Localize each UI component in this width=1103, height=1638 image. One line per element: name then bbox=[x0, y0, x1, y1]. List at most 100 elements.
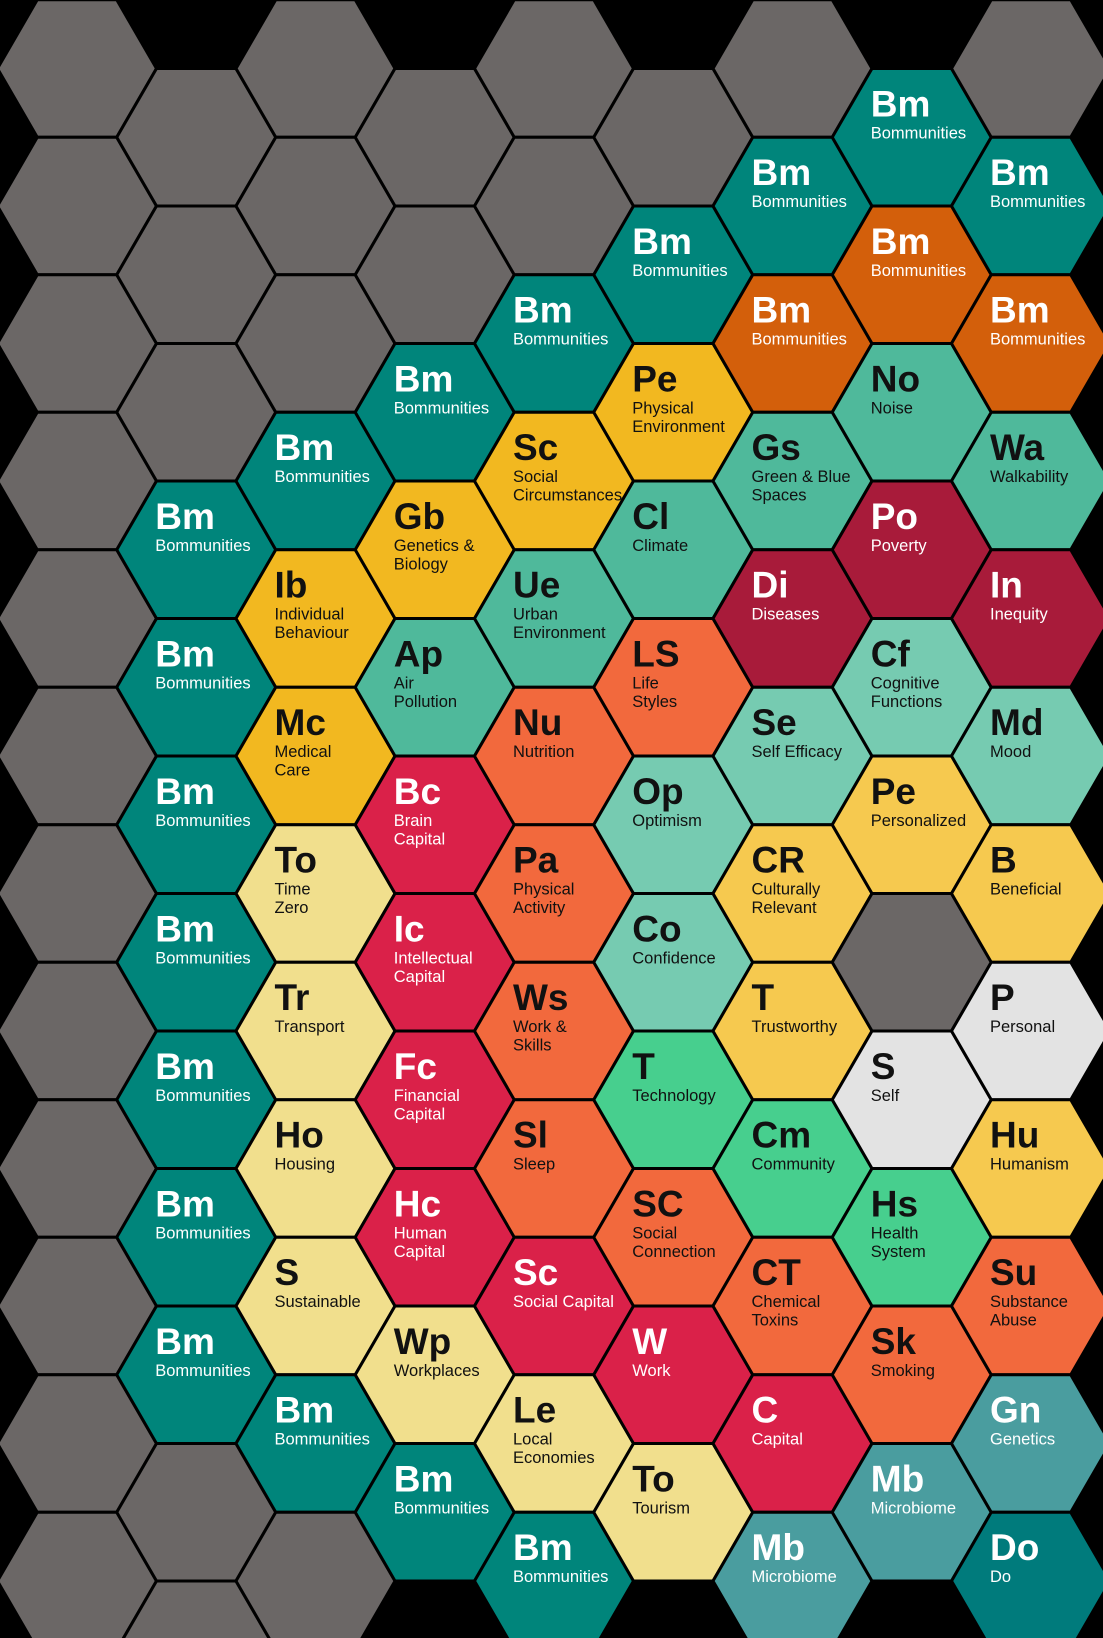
element-name: Green & Blue bbox=[752, 468, 851, 486]
element-symbol: Cl bbox=[632, 496, 669, 537]
element-name: Inequity bbox=[990, 606, 1049, 624]
element-name: Zero bbox=[275, 899, 309, 917]
element-name: Bommunities bbox=[752, 331, 847, 349]
element-name: Personalized bbox=[871, 812, 966, 830]
element-name: Individual bbox=[275, 606, 345, 624]
element-name: Bommunities bbox=[155, 1224, 250, 1242]
element-name: Bommunities bbox=[155, 674, 250, 692]
element-symbol: Gb bbox=[394, 496, 445, 537]
element-symbol: Co bbox=[632, 908, 681, 949]
element-name: Personal bbox=[990, 1018, 1055, 1036]
element-name: Life bbox=[632, 674, 659, 692]
element-symbol: Bm bbox=[752, 290, 812, 331]
element-name: Capital bbox=[394, 830, 445, 848]
element-symbol: B bbox=[990, 840, 1017, 881]
element-name: Workplaces bbox=[394, 1362, 480, 1380]
element-name: Health bbox=[871, 1224, 919, 1242]
element-name: System bbox=[871, 1243, 926, 1261]
element-symbol: Mb bbox=[752, 1527, 805, 1568]
element-symbol: P bbox=[990, 977, 1015, 1018]
element-name: Chemical bbox=[752, 1293, 821, 1311]
element-symbol: Pe bbox=[871, 771, 916, 812]
element-name: Pollution bbox=[394, 693, 457, 711]
element-name: Trustworthy bbox=[752, 1018, 838, 1036]
element-name: Bommunities bbox=[632, 262, 727, 280]
element-symbol: Bm bbox=[990, 152, 1050, 193]
element-name: Confidence bbox=[632, 949, 715, 967]
element-symbol: Bm bbox=[871, 221, 931, 262]
element-name: Social Capital bbox=[513, 1293, 614, 1311]
element-symbol: Nu bbox=[513, 702, 562, 743]
element-name: Poverty bbox=[871, 537, 928, 555]
element-name: Brain bbox=[394, 812, 433, 830]
element-name: Bommunities bbox=[155, 1087, 250, 1105]
element-symbol: Wp bbox=[394, 1321, 452, 1362]
element-symbol: Ic bbox=[394, 908, 425, 949]
element-name: Time bbox=[275, 881, 311, 899]
element-name: Bommunities bbox=[155, 1362, 250, 1380]
element-name: Capital bbox=[394, 1105, 445, 1123]
element-name: Bommunities bbox=[871, 124, 966, 142]
element-name: Physical bbox=[632, 399, 693, 417]
element-symbol: Bm bbox=[513, 290, 573, 331]
element-name: Work & bbox=[513, 1018, 567, 1036]
element-name: Skills bbox=[513, 1037, 552, 1055]
element-name: Toxins bbox=[752, 1312, 799, 1330]
element-symbol: C bbox=[752, 1390, 779, 1431]
element-symbol: Bm bbox=[632, 221, 692, 262]
element-name: Culturally bbox=[752, 881, 822, 899]
element-name: Walkability bbox=[990, 468, 1069, 486]
element-symbol: T bbox=[752, 977, 775, 1018]
element-name: Physical bbox=[513, 881, 574, 899]
element-name: Community bbox=[752, 1156, 836, 1174]
element-name: Styles bbox=[632, 693, 677, 711]
element-symbol: Hs bbox=[871, 1183, 918, 1224]
element-name: Bommunities bbox=[990, 331, 1085, 349]
element-name: Spaces bbox=[752, 487, 807, 505]
element-name: Diseases bbox=[752, 606, 820, 624]
element-name: Self bbox=[871, 1087, 900, 1105]
element-name: Cognitive bbox=[871, 674, 940, 692]
element-symbol: Fc bbox=[394, 1046, 437, 1087]
element-name: Medical bbox=[275, 743, 332, 761]
element-name: Genetics bbox=[990, 1431, 1055, 1449]
element-name: Housing bbox=[275, 1156, 336, 1174]
element-name: Sleep bbox=[513, 1156, 555, 1174]
element-symbol: CT bbox=[752, 1252, 802, 1293]
element-symbol: Ap bbox=[394, 633, 443, 674]
element-name: Air bbox=[394, 674, 415, 692]
element-name: Bommunities bbox=[155, 812, 250, 830]
element-symbol: Bm bbox=[513, 1527, 573, 1568]
element-name: Humanism bbox=[990, 1156, 1069, 1174]
element-symbol: Se bbox=[752, 702, 797, 743]
element-name: Intellectual bbox=[394, 949, 473, 967]
element-name: Self Efficacy bbox=[752, 743, 843, 761]
element-name: Bommunities bbox=[871, 262, 966, 280]
element-name: Capital bbox=[394, 968, 445, 986]
